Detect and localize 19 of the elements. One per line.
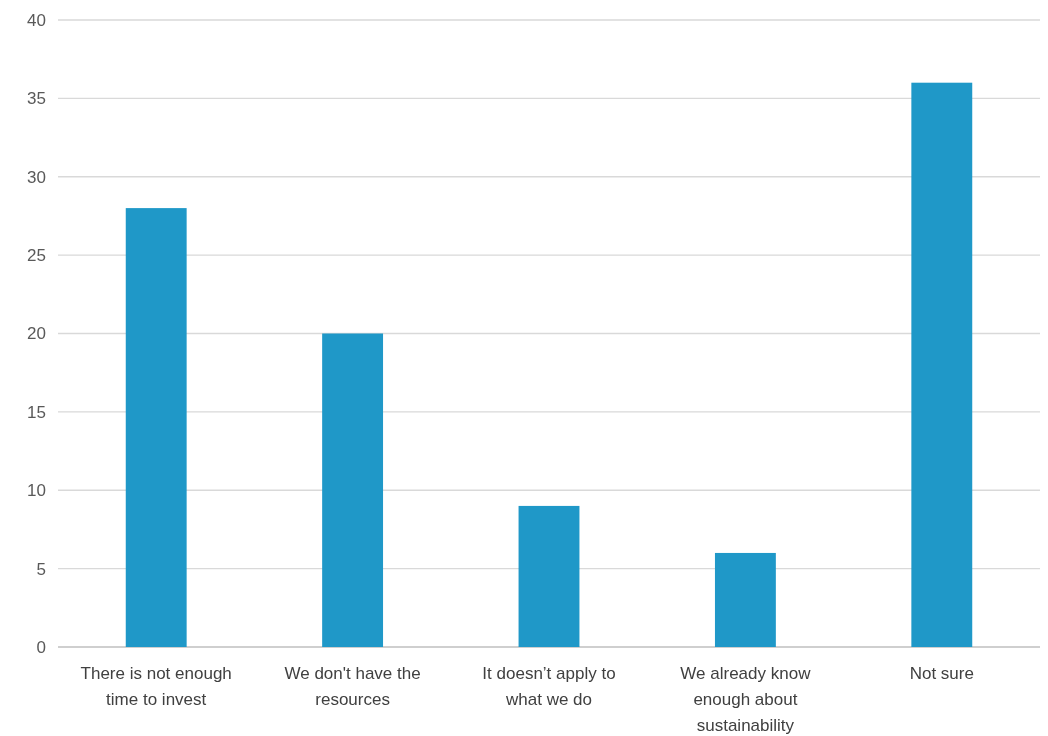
x-tick-label: We don't have the resources xyxy=(284,664,421,709)
y-tick-label: 15 xyxy=(27,402,46,422)
bar xyxy=(518,505,580,647)
y-tick-label: 40 xyxy=(27,10,46,30)
y-tick-label: 30 xyxy=(27,167,46,187)
x-tick-label: It doesn’t apply to what we do xyxy=(482,664,616,709)
bar xyxy=(911,82,973,647)
y-tick-label: 35 xyxy=(27,89,46,109)
y-tick-label: 0 xyxy=(36,637,46,657)
bar xyxy=(322,333,384,647)
y-tick-label: 20 xyxy=(27,324,46,344)
bar xyxy=(125,208,187,647)
x-tick-label: There is not enough time to invest xyxy=(80,664,232,709)
bar xyxy=(714,552,776,647)
x-tick-label: We already know enough about sustainability xyxy=(680,664,812,735)
y-tick-label: 25 xyxy=(27,246,46,266)
y-tick-label: 5 xyxy=(36,559,46,579)
y-tick-label: 10 xyxy=(27,481,46,501)
x-tick-label: Not sure xyxy=(909,664,974,683)
